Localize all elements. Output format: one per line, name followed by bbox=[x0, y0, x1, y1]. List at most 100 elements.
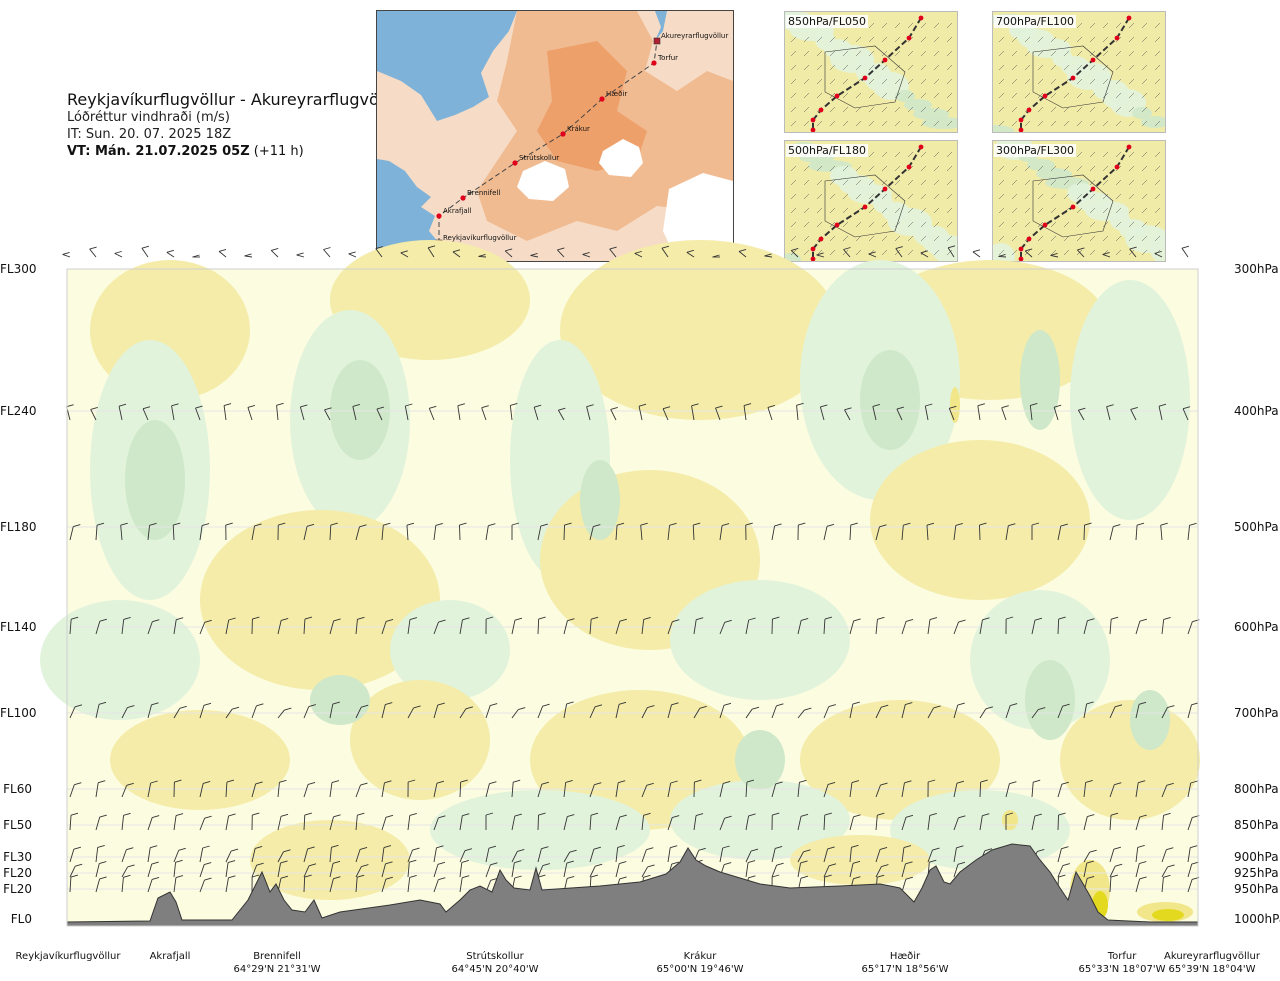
wind-barb bbox=[979, 813, 990, 831]
route-point-coord: 65°39'N 18°04'W bbox=[1168, 964, 1256, 975]
wind-barb bbox=[1001, 405, 1009, 421]
wind-barb bbox=[251, 812, 260, 831]
wind-barb bbox=[537, 616, 546, 635]
route-title: Reykjavíkurflugvöllur - Akureyrarflugvöl… bbox=[67, 90, 405, 109]
wind-barb bbox=[251, 862, 264, 878]
wind-barb bbox=[1031, 522, 1040, 540]
wind-barb bbox=[615, 861, 627, 878]
wind-barb bbox=[433, 619, 446, 635]
wind-barb bbox=[511, 813, 522, 831]
wind-barb bbox=[875, 616, 885, 635]
wind-barb bbox=[459, 860, 469, 878]
level-map-850[interactable]: 850hPa/FL050 bbox=[784, 11, 958, 133]
field-contour bbox=[1025, 660, 1075, 740]
wind-barb bbox=[589, 782, 602, 798]
wind-barb bbox=[872, 403, 880, 421]
wind-barb bbox=[485, 862, 498, 878]
wind-barb bbox=[719, 619, 732, 635]
wind-barb bbox=[381, 845, 392, 863]
level-map-700[interactable]: 700hPa/FL100 bbox=[992, 11, 1166, 133]
glacier-hofsjokull bbox=[599, 139, 643, 177]
wind-barb bbox=[1135, 522, 1145, 541]
field-contour bbox=[670, 580, 850, 700]
wind-barb bbox=[195, 405, 203, 421]
wind-barb bbox=[147, 815, 160, 831]
wind-barb bbox=[407, 779, 416, 798]
wind-barb bbox=[147, 861, 159, 878]
waypoint-marker[interactable]: Akrafjall bbox=[436, 207, 472, 219]
flight-level-label: FL180 bbox=[0, 520, 37, 534]
wind-barb bbox=[381, 522, 391, 541]
waypoint-marker[interactable]: Hæðir bbox=[599, 90, 627, 102]
waypoint-marker[interactable]: Brennifell bbox=[460, 189, 500, 201]
wind-barb bbox=[745, 779, 755, 798]
wind-barb bbox=[849, 860, 861, 878]
field-contour bbox=[310, 675, 370, 725]
wind-barb bbox=[563, 849, 577, 863]
wind-barb bbox=[901, 845, 912, 863]
field-contour bbox=[1020, 330, 1060, 430]
wind-barb bbox=[563, 618, 575, 635]
wind-barb bbox=[355, 864, 369, 878]
wind-barb bbox=[251, 874, 260, 893]
wind-barb bbox=[199, 815, 212, 831]
waypoint-label: Torfur bbox=[657, 54, 678, 62]
route-line bbox=[438, 40, 658, 243]
route-point-name: Brennifell bbox=[253, 951, 301, 962]
wind-barb bbox=[199, 780, 211, 798]
wind-barb bbox=[1083, 618, 1095, 635]
wind-barb bbox=[537, 781, 549, 798]
wind-barb bbox=[1129, 246, 1137, 258]
waypoint-label: Krákur bbox=[567, 125, 590, 133]
wind-barb bbox=[303, 781, 316, 798]
wind-barb bbox=[192, 254, 200, 258]
wind-barb bbox=[586, 404, 594, 421]
field-contour bbox=[1130, 690, 1170, 750]
wind-barb bbox=[1083, 779, 1093, 798]
wind-barb bbox=[1005, 703, 1018, 719]
wind-barb bbox=[1187, 845, 1198, 863]
wind-barb bbox=[1161, 874, 1171, 893]
wind-barb bbox=[557, 247, 565, 258]
wind-barb bbox=[218, 248, 227, 258]
waypoint-marker[interactable]: Torfur bbox=[651, 54, 678, 66]
level-map-300[interactable]: 300hPa/FL300 bbox=[992, 140, 1166, 262]
issue-time: IT: Sun. 20. 07. 2025 18Z bbox=[67, 127, 232, 142]
field-contour bbox=[200, 510, 440, 690]
wind-barb bbox=[1031, 617, 1043, 635]
wind-barb bbox=[849, 701, 860, 719]
wind-barb bbox=[69, 524, 81, 541]
chart-title-block: Reykjavíkurflugvöllur - Akureyrarflugvöl… bbox=[67, 90, 405, 160]
wind-barb bbox=[743, 403, 752, 421]
wind-barb bbox=[901, 814, 914, 831]
wind-barb bbox=[771, 781, 783, 798]
wind-barb bbox=[62, 251, 71, 258]
wind-barb bbox=[147, 876, 160, 893]
wind-barb bbox=[1057, 863, 1070, 878]
field-contour bbox=[860, 350, 920, 450]
glacier-vatnajokull bbox=[663, 173, 733, 261]
wind-barb bbox=[662, 406, 671, 421]
wind-barb bbox=[745, 617, 756, 635]
wind-barb bbox=[1109, 812, 1119, 831]
wind-barb bbox=[1161, 847, 1174, 863]
wind-barb bbox=[355, 782, 368, 798]
wind-barb bbox=[1161, 812, 1171, 831]
waypoint-marker[interactable]: Akureyrarflugvöllur bbox=[653, 32, 728, 45]
waypoint-label: Akureyrarflugvöllur bbox=[661, 32, 728, 40]
route-point-name: Reykjavíkurflugvöllur bbox=[15, 951, 121, 962]
wind-barb bbox=[641, 864, 655, 878]
wind-barb bbox=[376, 406, 385, 421]
waypoint-marker[interactable]: Strútskollur bbox=[512, 154, 559, 166]
wind-barb bbox=[563, 701, 574, 719]
waypoint-marker[interactable]: Krákur bbox=[560, 125, 590, 137]
field-contour bbox=[735, 730, 785, 790]
wind-barb bbox=[120, 522, 128, 541]
wind-barb bbox=[1182, 406, 1191, 421]
wind-barb bbox=[901, 522, 911, 541]
wind-barb bbox=[511, 707, 526, 719]
waypoint-label: Hæðir bbox=[606, 90, 627, 98]
wind-barb bbox=[1005, 616, 1014, 635]
wind-barb bbox=[1109, 524, 1121, 541]
wind-barb bbox=[686, 249, 695, 258]
